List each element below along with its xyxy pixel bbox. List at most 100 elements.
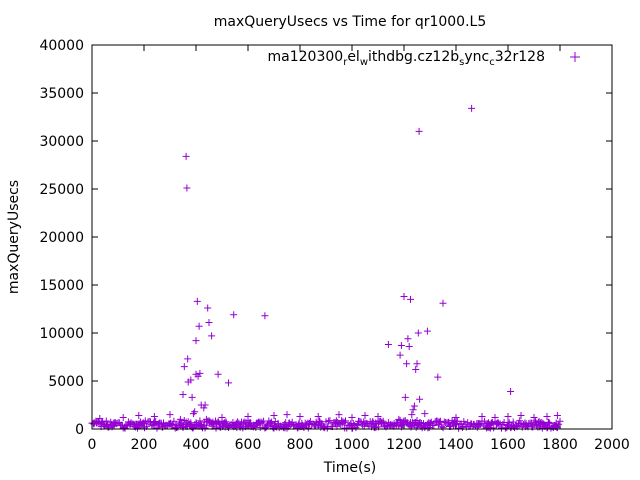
data-point — [178, 421, 186, 429]
data-point — [179, 390, 187, 398]
data-point — [468, 104, 476, 112]
data-point — [135, 412, 143, 420]
data-point — [353, 422, 361, 430]
data-point — [200, 404, 208, 412]
data-point — [423, 327, 431, 335]
data-point — [201, 401, 209, 409]
data-point — [326, 417, 334, 425]
data-point — [348, 413, 356, 421]
y-tick-label: 20000 — [39, 230, 84, 246]
data-point — [374, 413, 382, 421]
data-point — [166, 411, 174, 419]
data-point — [421, 410, 429, 418]
data-point — [445, 418, 453, 426]
data-point — [398, 421, 406, 429]
legend-plus-marker — [570, 52, 580, 62]
data-point — [182, 152, 190, 160]
data-point — [323, 424, 331, 432]
data-point — [491, 413, 499, 421]
data-point — [439, 299, 447, 307]
x-tick-label: 600 — [235, 437, 262, 453]
data-point — [304, 424, 312, 432]
data-point — [218, 413, 226, 421]
data-point — [222, 418, 230, 426]
data-point — [316, 418, 324, 426]
y-tick-label: 30000 — [39, 134, 84, 150]
data-point — [267, 418, 275, 426]
data-point — [396, 351, 404, 359]
legend-marker — [570, 52, 580, 62]
data-point — [340, 418, 348, 426]
data-point — [436, 417, 444, 425]
data-point — [196, 369, 204, 377]
x-tick-label: 1000 — [334, 437, 370, 453]
data-point — [509, 418, 517, 426]
x-tick-label: 1600 — [490, 437, 526, 453]
data-point — [517, 412, 525, 420]
data-point — [414, 329, 422, 337]
legend-text-part: ma120300 — [268, 49, 344, 65]
data-point — [180, 363, 188, 371]
legend-text-part: 32r128 — [495, 49, 545, 65]
x-tick-label: 200 — [131, 437, 158, 453]
data-point — [202, 415, 210, 423]
plot-frame — [91, 44, 613, 430]
y-tick-label: 5000 — [48, 374, 84, 390]
data-point — [193, 297, 201, 305]
data-point — [153, 424, 161, 432]
y-tick-label: 10000 — [39, 326, 84, 342]
data-point — [184, 355, 192, 363]
tick-marks — [91, 44, 613, 430]
y-tick-label: 35000 — [39, 86, 84, 102]
data-point — [415, 127, 423, 135]
data-point — [189, 410, 197, 418]
data-point — [196, 417, 204, 425]
legend-subscript: w — [360, 57, 368, 68]
data-point — [413, 360, 421, 368]
data-point — [244, 413, 252, 421]
legend-subscript: c — [489, 57, 495, 68]
data-point — [410, 402, 418, 410]
data-point — [409, 406, 417, 414]
data-point — [191, 408, 199, 416]
y-tick-labels: 0 5000 10000 15000 20000 25000 30000 35000 40000 — [39, 38, 84, 438]
data-point — [169, 420, 177, 428]
data-point — [533, 422, 541, 430]
data-point — [261, 312, 269, 320]
data-point — [439, 424, 447, 432]
legend-text-part: ithdbg.cz12b — [368, 49, 459, 65]
data-point — [553, 412, 561, 420]
x-tick-label: 1400 — [438, 437, 474, 453]
data-point — [397, 341, 405, 349]
data-point — [122, 422, 130, 430]
data-point — [187, 376, 195, 384]
data-point — [361, 412, 369, 420]
legend-label: ma120300relwithdbg.cz12bsyncc32r128 — [268, 49, 545, 68]
data-point — [507, 388, 515, 396]
x-axis-label: Time(s) — [323, 460, 376, 476]
y-tick-label: 0 — [75, 422, 84, 438]
x-tick-label: 1200 — [386, 437, 422, 453]
data-point — [195, 322, 203, 330]
data-point — [192, 337, 200, 345]
data-point — [545, 418, 553, 426]
x-tick-label: 800 — [287, 437, 314, 453]
data-point — [283, 424, 291, 432]
legend-subscript: s — [459, 57, 464, 68]
data-point — [280, 420, 288, 428]
data-point — [408, 411, 416, 419]
data-point — [553, 424, 561, 432]
data-point — [416, 418, 424, 426]
data-point — [296, 413, 304, 421]
data-point — [283, 411, 291, 419]
x-tick-label: 1800 — [542, 437, 578, 453]
data-point — [407, 295, 414, 303]
data-point — [430, 421, 438, 429]
data-point — [404, 335, 412, 343]
data-point — [176, 415, 184, 423]
y-tick-label: 40000 — [39, 38, 84, 54]
data-point — [455, 424, 463, 432]
data-point — [543, 413, 551, 421]
x-tick-labels: 0 200 400 600 800 1000 1200 1400 1600 1800 2000 — [88, 437, 630, 453]
